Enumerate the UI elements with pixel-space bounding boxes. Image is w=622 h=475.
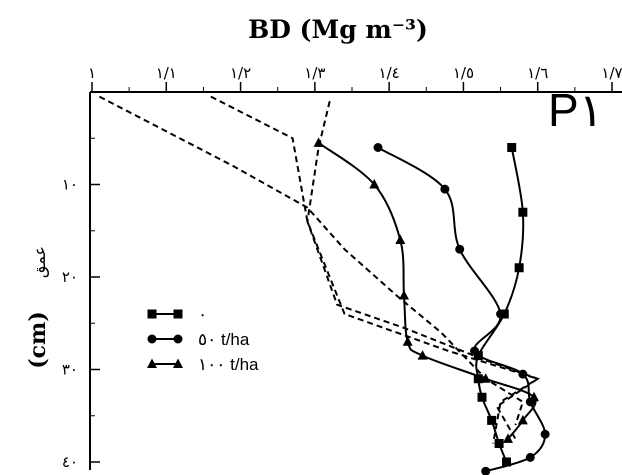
triangle-marker bbox=[147, 358, 157, 368]
square-marker bbox=[518, 207, 528, 217]
y-tick-label: ٤٠ bbox=[62, 453, 78, 471]
square-marker bbox=[494, 439, 504, 448]
triangle-marker bbox=[369, 179, 380, 189]
y-tick-label: ٢٠ bbox=[62, 268, 78, 286]
square-marker bbox=[502, 457, 512, 467]
triangle-marker bbox=[417, 350, 428, 360]
circle-marker bbox=[455, 244, 465, 254]
triangle-marker bbox=[503, 433, 513, 443]
series-line bbox=[475, 147, 525, 463]
legend: ٠ ٥٠ t/ha ١٠٠ t/ha bbox=[147, 305, 259, 374]
x-tick-label: ١/٥ bbox=[453, 64, 474, 82]
dashed-series-line bbox=[306, 101, 541, 444]
square-marker bbox=[473, 374, 483, 384]
series-3 bbox=[306, 101, 541, 444]
legend-entry: ٥٠ t/ha bbox=[147, 330, 250, 349]
square-marker bbox=[487, 415, 497, 425]
dashed-series-line bbox=[98, 95, 525, 426]
circle-marker bbox=[373, 143, 383, 152]
legend-entry: ١٠٠ t/ha bbox=[147, 355, 259, 374]
triangle-marker bbox=[395, 234, 406, 244]
y-tick-label: ٣٠ bbox=[62, 361, 78, 379]
triangle-marker bbox=[402, 336, 413, 346]
series-line bbox=[317, 142, 537, 440]
legend-label: ٥٠ t/ha bbox=[198, 330, 250, 349]
dashed-series-line bbox=[210, 95, 540, 440]
circle-marker bbox=[525, 452, 535, 462]
triangle-marker bbox=[173, 358, 183, 368]
x-tick-label: ١ bbox=[88, 64, 96, 82]
circle-marker bbox=[173, 334, 183, 344]
x-tick-label: ١/٦ bbox=[527, 64, 548, 82]
series-line bbox=[377, 146, 547, 473]
series-5 bbox=[98, 95, 525, 426]
legend-label: ١٠٠ t/ha bbox=[198, 355, 259, 374]
series-2 bbox=[313, 137, 539, 443]
legend-label: ٠ bbox=[198, 305, 207, 324]
square-marker bbox=[173, 309, 183, 319]
circle-marker bbox=[470, 346, 480, 356]
x-tick-label: ١/٧ bbox=[601, 64, 622, 82]
circle-marker bbox=[481, 466, 491, 475]
series-4 bbox=[210, 95, 540, 440]
square-marker bbox=[514, 263, 524, 273]
square-marker bbox=[147, 309, 157, 319]
square-marker bbox=[477, 392, 487, 402]
axes: ١ ١/١ ١/٢ ١/٣ ١/٤ ١/٥ ١/٦ ١/٧ ١٠ ٢٠ ٣٠ ٤٠ bbox=[62, 64, 622, 471]
chart-title: BD (Mg m⁻³) bbox=[248, 15, 428, 44]
y-axis-label: (cm) bbox=[25, 311, 51, 369]
triangle-marker bbox=[517, 414, 528, 425]
circle-marker bbox=[147, 334, 157, 344]
circle-marker bbox=[540, 429, 550, 439]
circle-marker bbox=[440, 184, 450, 194]
x-tick-label: ١/٣ bbox=[304, 64, 325, 82]
triangle-marker bbox=[529, 391, 539, 402]
series-1 bbox=[373, 143, 550, 475]
y-axis-label-fa: عمق bbox=[30, 246, 50, 278]
y-tick-label: ١٠ bbox=[62, 176, 78, 194]
triangle-marker bbox=[313, 137, 324, 147]
legend-entry: ٠ bbox=[147, 305, 207, 324]
x-tick-label: ١/١ bbox=[156, 64, 177, 82]
series-layer bbox=[98, 95, 550, 475]
circle-marker bbox=[496, 309, 506, 319]
square-marker bbox=[507, 143, 517, 152]
x-tick-label: ١/٤ bbox=[379, 64, 400, 82]
series-0 bbox=[473, 143, 528, 467]
x-tick-label: ١/٢ bbox=[230, 64, 251, 82]
triangle-marker bbox=[399, 290, 409, 300]
